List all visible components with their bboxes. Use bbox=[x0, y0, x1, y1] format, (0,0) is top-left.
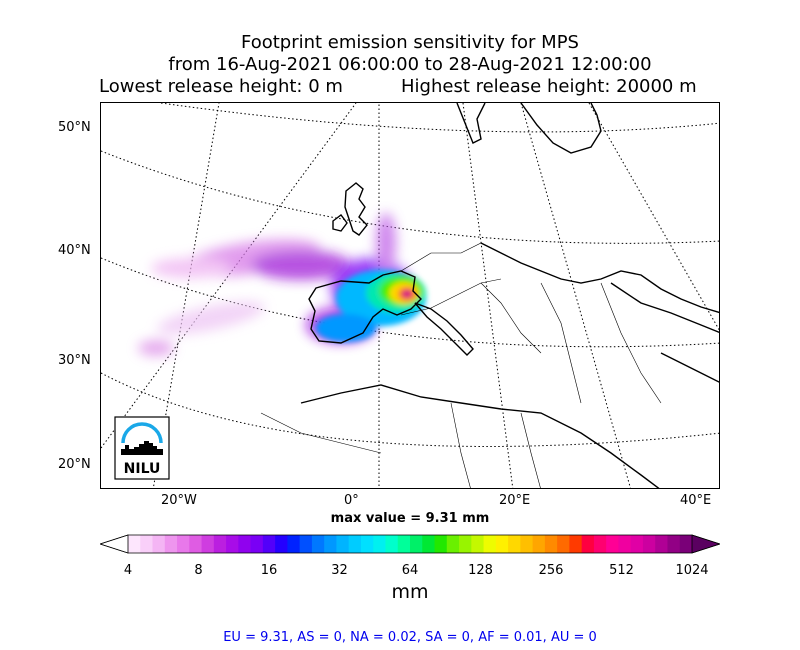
figure-title: Footprint emission sensitivity for MPS bbox=[241, 32, 579, 53]
colorbar-segment bbox=[459, 535, 472, 553]
colorbar-segment bbox=[275, 535, 288, 553]
colorbar-segment bbox=[152, 535, 166, 553]
colorbar-segment bbox=[569, 535, 583, 553]
colorbar-segment bbox=[373, 535, 386, 553]
colorbar-tick-label: 16 bbox=[260, 563, 278, 578]
lowest-release-height: Lowest release height: 0 m bbox=[99, 76, 343, 97]
colorbar-segment bbox=[213, 535, 227, 553]
colorbar-segment bbox=[557, 535, 570, 553]
colorbar-segment bbox=[618, 535, 632, 553]
lon-label-20w: 20°W bbox=[161, 493, 197, 508]
colorbar-tick-label: 32 bbox=[331, 563, 348, 578]
colorbar-segment bbox=[287, 535, 301, 553]
colorbar-tick-label: 512 bbox=[609, 563, 634, 578]
colorbar-segment bbox=[177, 535, 190, 553]
colorbar-unit: mm bbox=[391, 581, 429, 603]
colorbar-segment bbox=[385, 535, 399, 553]
colorbar-tick-label: 4 bbox=[123, 563, 133, 578]
colorbar-segment bbox=[348, 535, 362, 553]
colorbar-tick-label: 128 bbox=[468, 563, 493, 578]
colorbar-tick-label: 1024 bbox=[675, 563, 709, 578]
colorbar-segment bbox=[434, 535, 448, 553]
colorbar-segment bbox=[140, 535, 154, 553]
colorbar-segment bbox=[299, 535, 313, 553]
figure-date-range: from 16-Aug-2021 06:00:00 to 28-Aug-2021… bbox=[168, 54, 652, 75]
colorbar-outline bbox=[100, 534, 720, 554]
logo-text: NILU bbox=[124, 461, 161, 477]
colorbar-segment bbox=[544, 535, 558, 553]
lon-label-20e: 20°E bbox=[499, 493, 531, 508]
colorbar-segment bbox=[410, 535, 423, 553]
colorbar-segment bbox=[446, 535, 460, 553]
colorbar-segment bbox=[581, 535, 595, 553]
colorbar-segment bbox=[226, 535, 239, 553]
colorbar-segment bbox=[422, 535, 436, 553]
colorbar-segment bbox=[630, 535, 644, 553]
colorbar-tick-label: 64 bbox=[401, 563, 419, 578]
emission-plume bbox=[138, 213, 426, 356]
lat-label-40n: 40°N bbox=[58, 243, 91, 258]
region-summary: EU = 9.31, AS = 0, NA = 0.02, SA = 0, AF… bbox=[223, 630, 597, 645]
colorbar-segment bbox=[397, 535, 411, 553]
colorbar-max-extension bbox=[691, 534, 720, 554]
colorbar-segment bbox=[667, 535, 681, 553]
highest-release-height: Highest release height: 20000 m bbox=[401, 76, 697, 97]
colorbar-segment bbox=[471, 535, 485, 553]
colorbar-segment bbox=[679, 535, 693, 553]
colorbar bbox=[100, 534, 720, 554]
lat-label-50n: 50°N bbox=[58, 120, 91, 135]
lon-label-0: 0° bbox=[344, 493, 359, 508]
colorbar-segment bbox=[642, 535, 656, 553]
lat-label-20n: 20°N bbox=[58, 457, 91, 472]
coastlines bbox=[300, 103, 719, 488]
max-value-label: max value = 9.31 mm bbox=[330, 511, 490, 526]
colorbar-segment bbox=[324, 535, 337, 553]
colorbar-segment bbox=[128, 535, 141, 553]
country-borders bbox=[260, 242, 662, 488]
colorbar-tick-label: 8 bbox=[194, 563, 203, 578]
colorbar-segment bbox=[164, 535, 178, 553]
colorbar-segment bbox=[606, 535, 619, 553]
colorbar-segment bbox=[262, 535, 276, 553]
colorbar-segment bbox=[311, 535, 325, 553]
colorbar-segment bbox=[520, 535, 534, 553]
colorbar-segment bbox=[532, 535, 546, 553]
lon-label-40e: 40°E bbox=[680, 493, 712, 508]
colorbar-segment bbox=[495, 535, 509, 553]
colorbar-segment bbox=[360, 535, 374, 553]
colorbar-segment bbox=[336, 535, 350, 553]
colorbar-segment bbox=[655, 535, 668, 553]
colorbar-segment bbox=[483, 535, 497, 553]
lat-label-30n: 30°N bbox=[58, 353, 91, 368]
colorbar-segment bbox=[201, 535, 215, 553]
colorbar-segment bbox=[593, 535, 607, 553]
colorbar-tick-label: 256 bbox=[538, 563, 564, 578]
colorbar-segment bbox=[189, 535, 203, 553]
colorbar-segment bbox=[250, 535, 264, 553]
nilu-logo: NILU bbox=[114, 416, 170, 480]
colorbar-segment bbox=[508, 535, 521, 553]
map-panel: NILU bbox=[100, 102, 720, 489]
colorbar-segment bbox=[238, 535, 252, 553]
colorbar-min-extension bbox=[100, 534, 129, 554]
